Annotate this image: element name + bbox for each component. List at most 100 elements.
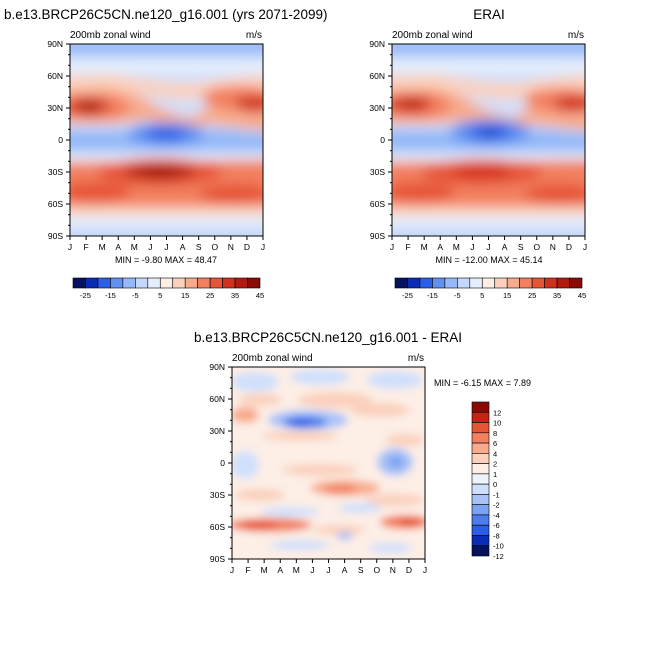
colorbar-swatch <box>172 277 186 289</box>
colorbar-label: 5 <box>480 291 484 300</box>
colorbar-label: 12 <box>493 408 501 417</box>
colorbar-swatch <box>444 277 458 289</box>
y-tick-label: 60S <box>210 522 225 532</box>
panel-title: b.e13.BRCP26C5CN.ne120_g16.001 - ERAI <box>194 330 462 345</box>
y-tick-label: 90S <box>210 554 225 564</box>
y-axis: 90N 60N 30N 0 30S 60S 90S <box>209 362 232 564</box>
y-tick-label: 30N <box>369 103 385 113</box>
x-tick-label: J <box>310 565 314 575</box>
colorbar-swatch <box>135 277 149 289</box>
heatmap-field <box>70 44 263 236</box>
heat-band <box>392 228 585 236</box>
colorbar-swatch <box>471 411 490 423</box>
colorbar-label: -5 <box>454 291 461 300</box>
colorbar-swatch <box>394 277 408 289</box>
colorbar-swatch <box>471 473 490 485</box>
heat-blob <box>146 169 174 175</box>
heatmap-field <box>232 367 425 559</box>
colorbar-swatch <box>247 277 261 289</box>
heat-blob <box>338 503 382 513</box>
panel-model: b.e13.BRCP26C5CN.ne120_g16.001 (yrs 2071… <box>4 7 327 300</box>
colorbar-label: 6 <box>493 439 497 448</box>
heat-blob <box>240 521 276 529</box>
heat-blob <box>388 456 404 468</box>
heat-blob <box>146 128 186 140</box>
colorbar-swatch <box>234 277 248 289</box>
panel-subtitle-right: m/s <box>408 353 424 364</box>
colorbar-label: 45 <box>256 291 264 300</box>
colorbar-label: 15 <box>181 291 189 300</box>
colorbar-swatch <box>122 277 136 289</box>
heat-blob <box>482 129 498 135</box>
heat-band <box>392 44 585 55</box>
x-tick-label: F <box>245 565 250 575</box>
colorbar-label: -1 <box>493 490 500 499</box>
colorbar-swatch <box>469 277 483 289</box>
colorbar-label: 1 <box>493 470 497 479</box>
x-tick-label: M <box>99 242 106 252</box>
colorbar-swatch <box>471 453 490 464</box>
x-tick-label: J <box>261 242 265 252</box>
colorbar-label: 15 <box>503 291 511 300</box>
x-tick-label: N <box>228 242 234 252</box>
y-tick-label: 90N <box>47 39 63 49</box>
colorbar-swatch <box>432 277 446 289</box>
x-tick-label: M <box>131 242 138 252</box>
colorbar-label: 35 <box>553 291 561 300</box>
y-axis: 90N 60N 30N 0 30S 60S 90S <box>369 39 392 241</box>
colorbar-swatch <box>471 504 490 516</box>
colorbar-label: 10 <box>493 419 501 428</box>
panel-title: b.e13.BRCP26C5CN.ne120_g16.001 (yrs 2071… <box>4 7 327 22</box>
colorbar-swatch <box>147 277 161 289</box>
colorbar-swatch <box>471 463 490 475</box>
x-tick-label: A <box>180 242 186 252</box>
colorbar-swatch <box>569 277 583 289</box>
colorbar-swatch <box>471 514 490 526</box>
heat-blob <box>262 431 338 441</box>
x-tick-label: J <box>470 242 474 252</box>
heat-blob <box>337 532 353 540</box>
heat-band <box>70 216 263 228</box>
heat-blob <box>235 96 263 112</box>
heat-blob <box>452 166 512 178</box>
y-tick-label: 90S <box>370 231 385 241</box>
colorbar-label: 45 <box>578 291 586 300</box>
y-tick-label: 90N <box>369 39 385 49</box>
colorbar-swatch <box>471 422 490 434</box>
heat-blob <box>232 451 259 479</box>
heat-blob <box>80 103 100 111</box>
colorbar-swatch <box>222 277 236 289</box>
heat-band <box>392 60 585 74</box>
y-tick-label: 60S <box>48 199 63 209</box>
heat-blob <box>398 518 422 526</box>
heat-blob <box>368 543 412 553</box>
heat-blob <box>238 394 282 406</box>
colorbar-label: -15 <box>427 291 438 300</box>
x-tick-label: J <box>326 565 330 575</box>
colorbar-label: -25 <box>80 291 91 300</box>
x-tick-label: S <box>358 565 364 575</box>
x-tick-label: M <box>261 565 268 575</box>
heatmap-field <box>392 44 585 236</box>
colorbar-label: 8 <box>493 429 497 438</box>
heat-band <box>70 44 263 55</box>
y-tick-label: 60N <box>369 71 385 81</box>
x-tick-label: M <box>453 242 460 252</box>
heat-blob <box>270 540 330 550</box>
heat-blob <box>232 407 259 423</box>
heat-band <box>70 60 263 74</box>
heat-blob <box>290 369 350 385</box>
x-tick-label: O <box>211 242 218 252</box>
colorbar-label: 0 <box>493 480 497 489</box>
panel-difference: b.e13.BRCP26C5CN.ne120_g16.001 - ERAI 20… <box>194 330 531 575</box>
x-tick-label: D <box>406 565 412 575</box>
heat-band <box>70 228 263 236</box>
colorbar-label: -6 <box>493 521 500 530</box>
x-tick-label: J <box>148 242 152 252</box>
heat-blob <box>260 507 320 517</box>
colorbar-label: -8 <box>493 531 500 540</box>
colorbar-swatch <box>419 277 433 289</box>
